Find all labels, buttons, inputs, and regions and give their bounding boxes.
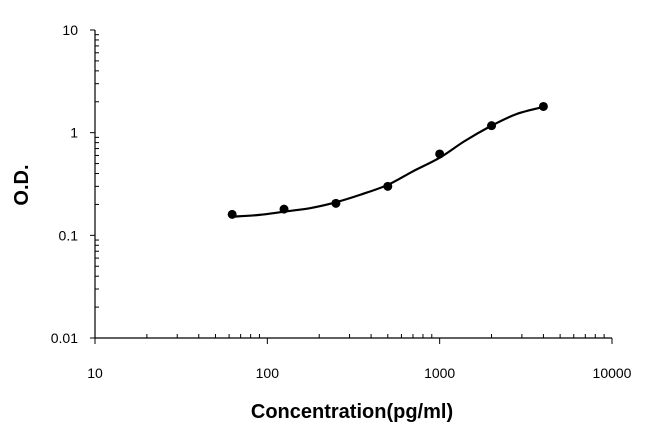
data-point <box>227 209 237 219</box>
x-axis-ticks <box>94 334 613 344</box>
y-tick-label: 1 <box>70 125 78 141</box>
x-axis-title: Concentration(pg/ml) <box>251 401 453 423</box>
x-tick-label: 100 <box>256 365 280 381</box>
y-tick-label: 0.1 <box>59 227 79 243</box>
data-point <box>487 121 497 131</box>
data-point <box>435 149 445 159</box>
data-point <box>383 181 393 191</box>
data-point <box>331 198 341 208</box>
y-tick-label: 10 <box>62 22 78 38</box>
fit-curve <box>231 105 545 218</box>
y-axis-ticks <box>90 29 99 339</box>
y-axis-tick-labels: 0.01 0.1 1 10 <box>51 22 78 346</box>
data-points <box>227 101 548 219</box>
data-point <box>279 204 289 214</box>
x-axis-tick-labels: 10 100 1000 10000 <box>87 365 631 381</box>
x-tick-label: 10 <box>87 365 103 381</box>
x-tick-label: 1000 <box>424 365 455 381</box>
y-axis-title: O.D. <box>11 164 33 205</box>
y-tick-label: 0.01 <box>51 330 78 346</box>
data-point <box>538 101 548 111</box>
x-tick-label: 10000 <box>593 365 632 381</box>
axes <box>90 29 613 344</box>
